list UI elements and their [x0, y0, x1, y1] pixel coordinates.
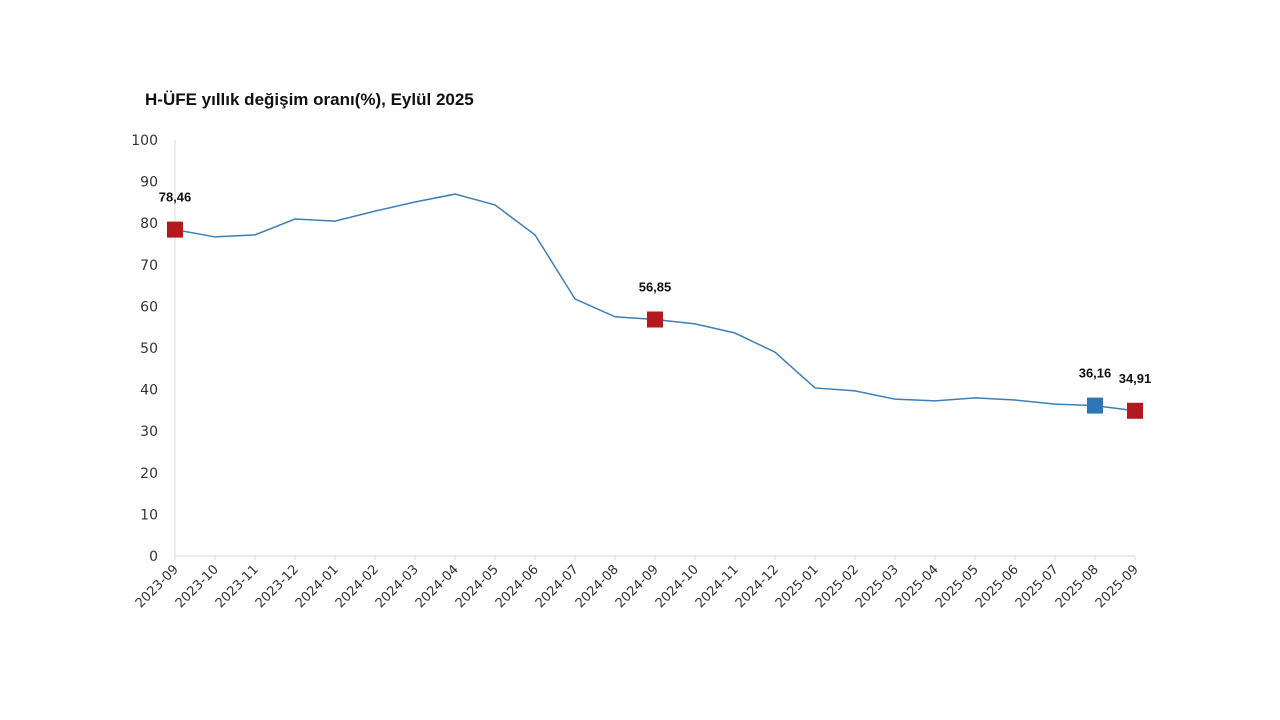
x-tick-label: 2024-08	[573, 562, 622, 611]
x-tick-label: 2023-09	[133, 562, 182, 611]
x-tick-label: 2024-07	[533, 562, 582, 611]
highlight-marker	[647, 311, 663, 328]
x-tick-label: 2024-12	[733, 562, 782, 611]
x-tick-label: 2024-05	[453, 562, 502, 611]
x-tick-label: 2024-11	[693, 562, 742, 611]
x-tick-label: 2025-02	[813, 562, 862, 611]
x-tick-label: 2023-11	[213, 562, 262, 611]
x-tick-label: 2025-01	[773, 562, 822, 611]
x-tick-label: 2024-06	[493, 562, 542, 611]
y-tick-label: 40	[140, 383, 158, 399]
x-tick-label: 2024-10	[653, 562, 702, 611]
y-tick-label: 70	[140, 258, 158, 274]
x-tick-label: 2025-05	[933, 562, 982, 611]
y-tick-label: 80	[140, 216, 158, 232]
y-tick-label: 100	[131, 133, 158, 149]
y-tick-label: 0	[149, 549, 158, 565]
x-tick-label: 2023-10	[173, 562, 222, 611]
x-tick-label: 2025-06	[973, 562, 1022, 611]
y-tick-label: 60	[140, 299, 158, 315]
data-label: 36,16	[1079, 366, 1112, 381]
y-tick-label: 10	[140, 507, 158, 523]
y-tick-label: 90	[140, 175, 158, 191]
x-tick-label: 2024-02	[333, 562, 382, 611]
highlight-marker	[1127, 402, 1143, 419]
x-tick-label: 2025-07	[1013, 562, 1062, 611]
x-tick-label: 2024-01	[293, 562, 342, 611]
chart-title: H-ÜFE yıllık değişim oranı(%), Eylül 202…	[145, 90, 474, 109]
y-tick-label: 50	[140, 341, 158, 357]
x-tick-label: 2024-09	[613, 562, 662, 611]
x-tick-label: 2024-03	[373, 562, 422, 611]
x-tick-label: 2025-04	[893, 562, 942, 611]
x-tick-label: 2024-04	[413, 562, 462, 611]
y-tick-label: 20	[140, 466, 158, 482]
x-tick-label: 2025-09	[1093, 562, 1142, 611]
x-tick-label: 2025-08	[1053, 562, 1102, 611]
x-tick-label: 2023-12	[253, 562, 302, 611]
data-label: 78,46	[159, 190, 192, 205]
highlight-marker	[167, 221, 183, 238]
x-tick-label: 2025-03	[853, 562, 902, 611]
series-line	[174, 193, 1136, 412]
data-label: 56,85	[639, 280, 672, 295]
data-label: 34,91	[1119, 371, 1152, 386]
highlight-marker	[1087, 397, 1103, 414]
y-tick-label: 30	[140, 424, 158, 440]
